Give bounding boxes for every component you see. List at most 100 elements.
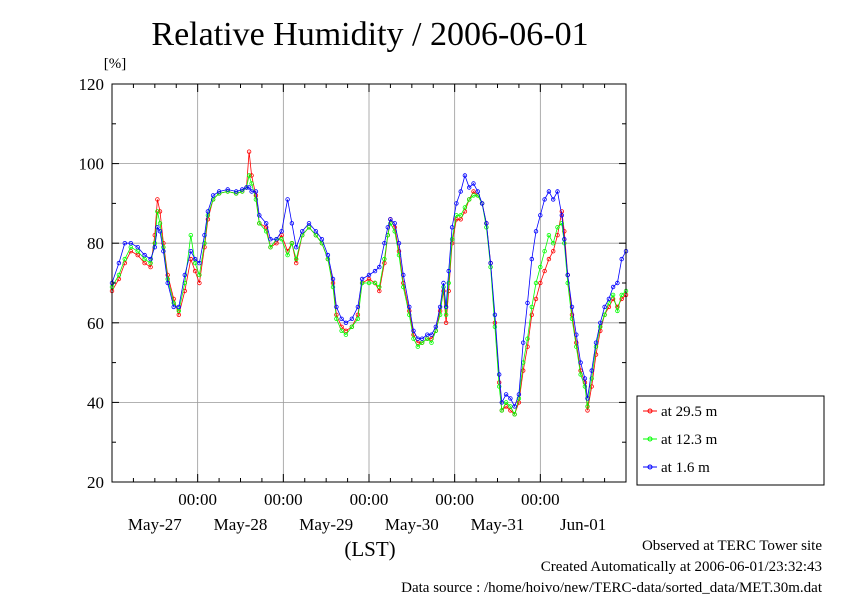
data-point xyxy=(508,404,513,409)
data-point xyxy=(467,197,472,202)
data-point xyxy=(415,336,420,341)
data-point xyxy=(598,324,603,329)
data-point xyxy=(122,240,127,246)
data-point xyxy=(148,256,153,262)
data-point xyxy=(546,256,552,262)
data-point xyxy=(285,252,290,258)
data-point xyxy=(538,280,543,286)
data-point xyxy=(425,336,430,341)
data-point xyxy=(192,256,198,262)
data-point xyxy=(246,173,252,178)
data-point xyxy=(157,209,163,214)
data-point xyxy=(388,217,393,222)
data-point xyxy=(142,252,147,258)
footer-line-3: Data source : /home/hoivo/new/TERC-data/… xyxy=(401,580,823,595)
data-point xyxy=(598,320,603,325)
data-point xyxy=(116,260,122,266)
data-point xyxy=(382,240,387,246)
y-tick-label: 80 xyxy=(87,234,104,253)
data-point xyxy=(492,324,498,329)
data-point xyxy=(497,372,502,377)
data-point xyxy=(462,205,468,210)
data-point xyxy=(484,221,489,226)
data-point xyxy=(377,264,382,270)
data-point xyxy=(589,384,594,389)
data-point xyxy=(475,189,480,194)
data-point xyxy=(411,328,416,333)
data-point xyxy=(441,280,446,286)
y-tick-label: 120 xyxy=(79,75,105,94)
data-point xyxy=(578,372,583,377)
x-date-label: May-30 xyxy=(385,515,439,534)
data-point xyxy=(551,248,556,254)
legend-label: at 12.3 m xyxy=(661,432,718,448)
data-point xyxy=(503,400,509,405)
series-line xyxy=(111,174,627,408)
legend-label: at 1.6 m xyxy=(661,460,710,476)
data-point xyxy=(392,221,397,226)
series-lines xyxy=(109,149,629,417)
data-point xyxy=(415,344,420,349)
data-point xyxy=(148,264,153,270)
data-point xyxy=(116,276,122,282)
data-point xyxy=(171,304,176,310)
data-point xyxy=(253,189,259,194)
x-axis-label: (LST) xyxy=(344,537,395,561)
data-point xyxy=(285,197,290,202)
data-point xyxy=(593,340,599,345)
data-point xyxy=(192,268,198,274)
data-point xyxy=(197,272,202,278)
data-point xyxy=(602,304,607,310)
footer-line-2: Created Automatically at 2006-06-01/23:3… xyxy=(541,559,822,575)
data-point xyxy=(492,312,498,317)
y-tick-label: 20 xyxy=(87,473,104,492)
data-point xyxy=(377,284,382,290)
data-point xyxy=(210,193,216,198)
data-point xyxy=(294,244,299,250)
data-point xyxy=(264,221,269,226)
data-point xyxy=(578,360,583,365)
y-tick-label: 40 xyxy=(87,393,104,412)
data-point xyxy=(446,268,451,274)
data-point xyxy=(512,412,517,417)
data-point xyxy=(401,272,406,278)
data-point xyxy=(239,187,245,192)
data-point xyxy=(559,213,564,218)
data-point xyxy=(396,240,402,246)
x-time-tick-label: 00:00 xyxy=(264,490,303,509)
data-point xyxy=(142,260,147,266)
data-point xyxy=(128,240,133,246)
data-point xyxy=(155,209,160,214)
data-point xyxy=(585,408,590,413)
data-point xyxy=(615,308,620,314)
data-point xyxy=(257,221,262,226)
y-tick-label: 100 xyxy=(79,155,105,174)
legend: at 29.5 m at 12.3 m at 1.6 m xyxy=(636,395,825,486)
data-point xyxy=(449,225,455,230)
data-point xyxy=(446,280,451,286)
data-point xyxy=(508,396,513,401)
data-point xyxy=(197,260,202,266)
data-point xyxy=(619,292,624,298)
legend-swatch-marker xyxy=(647,464,653,470)
data-point xyxy=(135,244,140,250)
legend-box xyxy=(636,395,825,486)
data-point xyxy=(525,300,530,306)
data-point xyxy=(246,149,252,154)
data-point xyxy=(419,340,425,345)
data-point xyxy=(458,213,463,218)
data-point xyxy=(542,248,547,254)
data-point xyxy=(538,213,543,218)
data-point xyxy=(157,229,163,234)
y-tick-label: 60 xyxy=(87,314,104,333)
data-point xyxy=(585,404,590,409)
data-point xyxy=(205,209,211,214)
data-point xyxy=(610,284,616,290)
data-point xyxy=(372,268,378,274)
y-axis-unit: [%] xyxy=(104,56,127,72)
data-point xyxy=(377,288,382,294)
x-date-label: May-28 xyxy=(214,515,268,534)
data-point xyxy=(488,260,493,266)
data-point xyxy=(542,197,547,202)
